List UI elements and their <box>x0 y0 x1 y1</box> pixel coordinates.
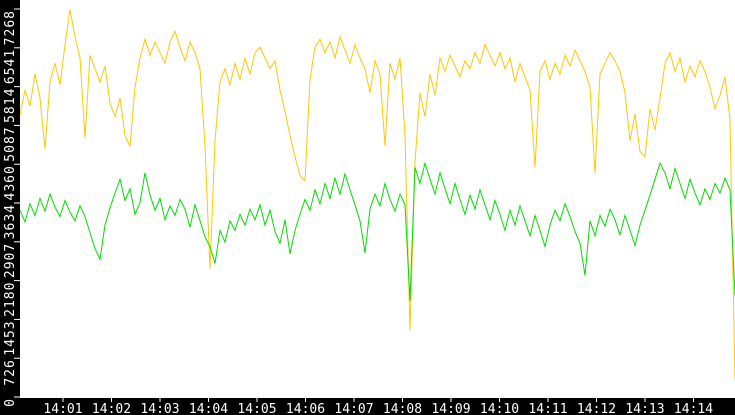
x-tick-label: 14:02 <box>92 402 131 415</box>
y-axis: 0 726 1453 2180 2907 3634 4360 5087 5814 6541 7268 <box>3 8 20 407</box>
series-lines <box>19 9 735 380</box>
lower-throughput-green <box>19 161 735 301</box>
x-tick-label: 14:14 <box>674 402 713 415</box>
y-tick-label: 7268 <box>3 10 18 45</box>
x-axis-strip <box>0 398 735 415</box>
x-tick-label: 14:06 <box>286 402 325 415</box>
x-tick-label: 14:01 <box>43 402 82 415</box>
x-tick-label: 14:07 <box>334 402 373 415</box>
y-tick-label: 4360 <box>3 165 18 200</box>
y-tick-label: 2180 <box>3 282 18 317</box>
y-tick-label: 1453 <box>3 320 18 355</box>
y-tick-label: 0 <box>3 398 18 407</box>
x-tick-label: 14:04 <box>189 402 228 415</box>
y-tick-label: 5087 <box>3 126 18 161</box>
y-tick-label: 726 <box>3 359 18 385</box>
x-tick-label: 14:03 <box>140 402 179 415</box>
y-tick-label: 3634 <box>3 204 18 239</box>
x-tick-label: 14:09 <box>431 402 470 415</box>
x-tick-label: 14:13 <box>625 402 664 415</box>
x-tick-label: 14:05 <box>237 402 276 415</box>
y-tick-label: 2907 <box>3 243 18 278</box>
y-tick-label: 6541 <box>3 49 18 84</box>
x-tick-label: 14:08 <box>383 402 422 415</box>
y-tick-label: 5814 <box>3 88 18 123</box>
x-tick-label: 14:10 <box>480 402 519 415</box>
y-axis-strip <box>0 0 20 415</box>
x-tick-label: 14:11 <box>528 402 567 415</box>
x-axis: 14:01 14:02 14:03 14:04 14:05 14:06 14:07 14:08… <box>43 398 713 415</box>
upper-throughput-yellow <box>19 9 735 380</box>
x-tick-label: 14:12 <box>577 402 616 415</box>
